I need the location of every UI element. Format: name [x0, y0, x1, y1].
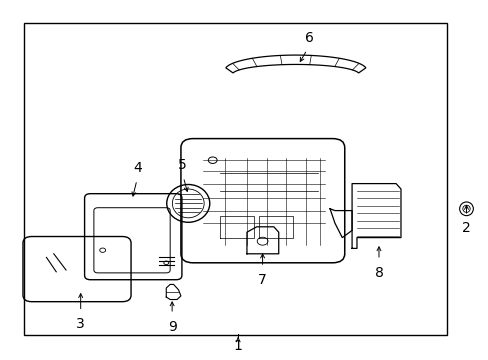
Text: 4: 4	[133, 161, 142, 175]
Text: 8: 8	[374, 266, 383, 280]
Text: 1: 1	[233, 339, 242, 353]
Text: 7: 7	[258, 273, 266, 287]
Text: 6: 6	[304, 31, 313, 45]
Text: 9: 9	[167, 320, 176, 334]
Text: 2: 2	[461, 221, 470, 235]
Bar	[24, 23, 447, 335]
Text: 5: 5	[178, 158, 186, 172]
Text: 3: 3	[76, 317, 85, 331]
